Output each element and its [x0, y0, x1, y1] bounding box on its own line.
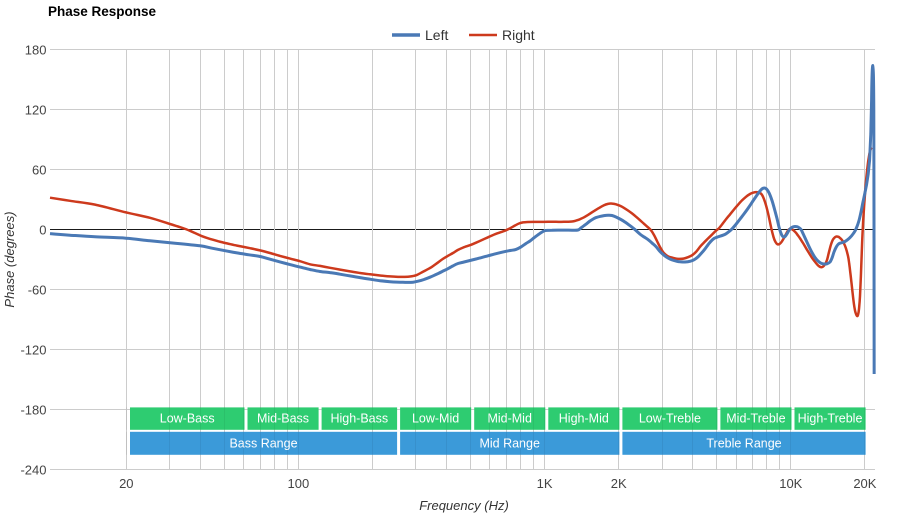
svg-text:Low-Bass: Low-Bass — [160, 412, 215, 426]
svg-text:-120: -120 — [20, 343, 46, 358]
svg-text:High-Treble: High-Treble — [798, 412, 863, 426]
svg-text:Low-Treble: Low-Treble — [639, 412, 701, 426]
svg-text:Mid-Bass: Mid-Bass — [257, 412, 309, 426]
svg-text:Low-Mid: Low-Mid — [412, 412, 459, 426]
svg-text:2K: 2K — [611, 476, 627, 491]
svg-text:Treble Range: Treble Range — [706, 437, 781, 451]
svg-text:-180: -180 — [20, 403, 46, 418]
svg-text:100: 100 — [288, 476, 310, 491]
svg-text:Right: Right — [502, 27, 535, 43]
svg-text:0: 0 — [39, 223, 46, 238]
svg-text:120: 120 — [25, 103, 47, 118]
svg-text:Mid Range: Mid Range — [479, 437, 539, 451]
svg-text:-240: -240 — [20, 463, 46, 478]
svg-text:20K: 20K — [853, 476, 876, 491]
svg-text:180: 180 — [25, 43, 47, 58]
svg-text:Phase (degrees): Phase (degrees) — [2, 211, 17, 307]
svg-text:Bass Range: Bass Range — [229, 437, 297, 451]
svg-text:High-Mid: High-Mid — [559, 412, 609, 426]
svg-text:Mid-Treble: Mid-Treble — [726, 412, 785, 426]
svg-text:10K: 10K — [779, 476, 802, 491]
svg-text:High-Bass: High-Bass — [330, 412, 388, 426]
svg-text:20: 20 — [119, 476, 133, 491]
svg-text:60: 60 — [32, 163, 46, 178]
svg-text:Frequency (Hz): Frequency (Hz) — [419, 498, 509, 513]
svg-text:Phase Response: Phase Response — [48, 4, 157, 19]
svg-text:Left: Left — [425, 27, 448, 43]
svg-text:1K: 1K — [537, 476, 553, 491]
svg-text:Mid-Mid: Mid-Mid — [487, 412, 531, 426]
svg-text:-60: -60 — [28, 283, 47, 298]
